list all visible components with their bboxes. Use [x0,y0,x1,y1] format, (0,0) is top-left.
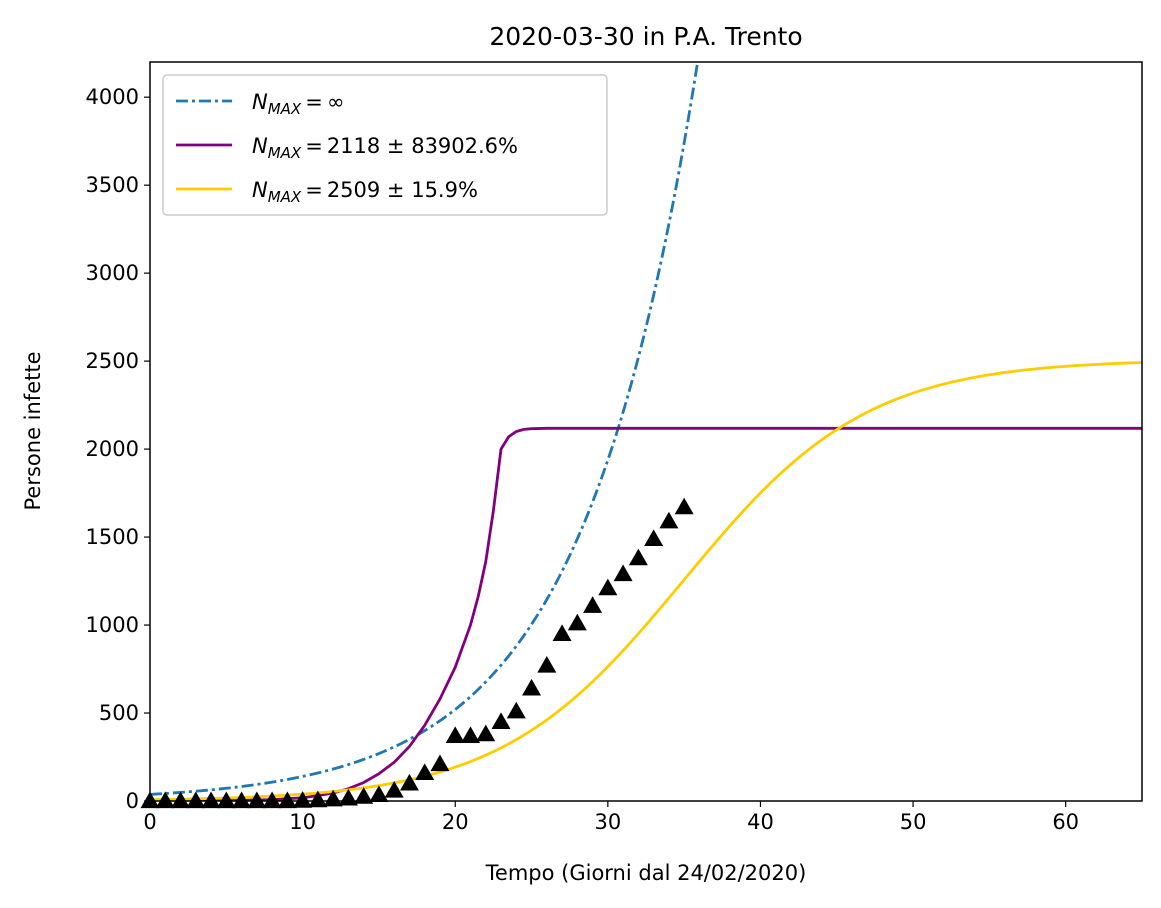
series-line [150,426,1142,801]
legend-subscript: MAX [268,100,302,118]
observed-marker [430,754,450,772]
observed-marker [598,578,618,596]
observed-marker [460,726,480,744]
legend-subscript: MAX [268,188,302,206]
legend-box [162,74,608,216]
observed-marker [506,701,526,719]
observed-marker [171,791,191,809]
observed-marker [369,785,389,802]
y-axis: 0 500 1000 1500 2000 2500 3000 3500 4000 [86,85,150,813]
legend-equals: = [305,178,323,202]
observed-marker [644,529,664,546]
observed-marker [384,780,404,798]
observed-marker [293,791,313,808]
observed-marker [415,763,435,780]
x-tick-label: 0 [143,810,156,834]
observed-marker [232,791,252,809]
x-tick-label: 20 [442,810,469,834]
chart-title: 2020-03-30 in P.A. Trento [489,22,802,51]
observed-marker [323,789,343,807]
observed-marker [262,791,282,809]
observed-marker [247,791,267,809]
observed-marker [674,497,694,515]
observed-marker [155,791,175,809]
y-tick-label: 3500 [86,173,139,197]
observed-marker [354,787,374,804]
legend-symbol: N [252,90,268,114]
marker-layer [140,497,694,809]
legend-symbol: N [252,178,268,202]
observed-marker [308,790,328,808]
legend-value: ∞ [327,90,345,114]
observed-marker [186,791,206,809]
y-tick-label: 1500 [86,525,139,549]
y-tick-label: 1000 [86,613,139,637]
y-axis-title: Persone infette [21,351,45,510]
x-tick-label: 50 [900,810,927,834]
observed-marker [567,613,587,631]
observed-marker [201,791,221,809]
series-layer [150,62,1142,801]
observed-marker [628,548,648,566]
series-line [150,361,1142,801]
observed-marker [399,773,419,791]
y-tick-label: 2500 [86,349,139,373]
observed-marker [445,726,465,744]
observed-marker [491,712,511,729]
legend-equals: = [305,90,323,114]
y-tick-label: 4000 [86,85,139,109]
legend-label: NMAX = 2118 ± 83902.6% [252,134,518,162]
observed-marker [552,624,572,641]
y-tick-label: 0 [126,789,139,813]
legend-label: NMAX = 2509 ± 15.9% [252,178,478,206]
observed-marker [537,656,557,673]
y-tick-label: 3000 [86,261,139,285]
x-tick-label: 40 [747,810,774,834]
legend-subscript: MAX [268,144,302,162]
observed-marker [522,678,542,696]
legend-symbol: N [252,134,268,158]
series-line [150,62,700,796]
observed-marker [583,596,603,613]
plot-frame [149,61,1143,802]
legend-label: NMAX = ∞ [252,90,344,118]
observed-marker [216,791,236,809]
x-tick-label: 30 [594,810,621,834]
observed-marker [613,564,633,582]
legend-equals: = [305,134,323,158]
y-tick-label: 2000 [86,437,139,461]
x-axis-title: Tempo (Giorni dal 24/02/2020) [485,861,807,885]
legend-value: 2509 ± 15.9% [327,178,478,202]
y-tick-label: 500 [99,701,139,725]
legend-value: 2118 ± 83902.6% [327,134,518,158]
observed-marker [277,791,297,809]
observed-marker [659,511,679,529]
x-axis: 0 10 20 30 40 50 60 [143,801,1079,834]
x-tick-label: 10 [289,810,316,834]
observed-marker [476,724,496,742]
legend: NMAX = ∞NMAX = 2118 ± 83902.6%NMAX = 2509 ± 15… [162,74,608,216]
x-tick-label: 60 [1052,810,1079,834]
